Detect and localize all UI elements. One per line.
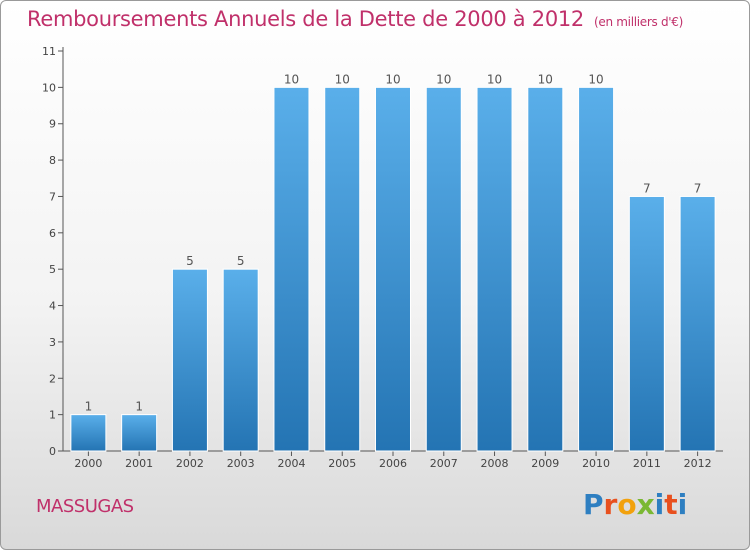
data-label: 10 — [385, 72, 400, 86]
y-tick-label: 3 — [49, 336, 56, 349]
logo-letter: i — [654, 488, 665, 521]
x-tick-label: 2008 — [481, 457, 509, 470]
data-label: 5 — [186, 254, 194, 268]
bar — [527, 86, 564, 452]
bar — [425, 86, 462, 452]
y-tick-label: 2 — [49, 372, 56, 385]
y-tick-label: 6 — [49, 227, 56, 240]
data-label: 10 — [335, 72, 350, 86]
bar — [273, 86, 310, 452]
x-tick-label: 2000 — [74, 457, 102, 470]
data-label: 10 — [588, 72, 603, 86]
data-label: 10 — [436, 72, 451, 86]
x-tick-label: 2011 — [633, 457, 661, 470]
logo-letter: i — [677, 488, 688, 521]
data-label: 10 — [487, 72, 502, 86]
bar — [324, 86, 361, 452]
bar — [578, 86, 615, 452]
logo-letter: t — [664, 488, 678, 521]
y-tick-label: 7 — [49, 190, 56, 203]
x-axis: 2000 2001 2002 2003 2004 2005 2006 2007 2008 2009… — [63, 450, 723, 470]
bar — [70, 414, 107, 452]
y-tick-label: 1 — [49, 409, 56, 422]
city-name: MASSUGAS — [36, 496, 134, 517]
y-tick-label: 10 — [42, 81, 56, 94]
bars — [70, 86, 716, 452]
x-tick-label: 2010 — [582, 457, 610, 470]
y-tick-label: 9 — [49, 118, 56, 131]
logo-letter: r — [603, 488, 618, 521]
bar — [628, 195, 665, 452]
y-tick-label: 8 — [49, 154, 56, 167]
data-label: 1 — [85, 400, 93, 414]
data-label: 7 — [643, 181, 651, 195]
logo-letter: P — [583, 488, 604, 521]
x-tick-label: 2003 — [227, 457, 255, 470]
proxiti-logo: Proxiti — [583, 488, 687, 521]
data-label: 10 — [284, 72, 299, 86]
x-tick-label: 2012 — [684, 457, 712, 470]
bar — [171, 268, 208, 452]
x-tick-label: 2007 — [430, 457, 458, 470]
x-tick-label: 2005 — [328, 457, 356, 470]
x-tick-label: 2001 — [125, 457, 153, 470]
x-tick-label: 2002 — [176, 457, 204, 470]
y-tick-label: 4 — [49, 300, 56, 313]
bar — [222, 268, 259, 452]
chart-title-text: Remboursements Annuels de la Dette de 20… — [27, 7, 584, 31]
data-label: 7 — [694, 181, 702, 195]
value-labels: 1 1 5 5 10 10 10 10 10 10 10 7 7 — [85, 72, 702, 413]
chart-title: Remboursements Annuels de la Dette de 20… — [27, 7, 683, 31]
bar — [121, 414, 158, 452]
x-tick-label: 2004 — [277, 457, 305, 470]
x-tick-label: 2009 — [531, 457, 559, 470]
y-tick-label: 5 — [49, 263, 56, 276]
logo-letter: x — [636, 488, 655, 521]
y-axis: 0 1 2 3 4 5 6 7 8 9 10 11 — [42, 45, 64, 458]
logo-letter: o — [617, 488, 637, 521]
x-tick-label: 2006 — [379, 457, 407, 470]
bar — [375, 86, 411, 452]
data-label: 1 — [135, 400, 143, 414]
y-tick-label: 11 — [42, 45, 56, 58]
bar — [476, 86, 513, 452]
data-label: 10 — [538, 72, 553, 86]
bar — [679, 195, 716, 452]
data-label: 5 — [237, 254, 245, 268]
y-tick-label: 0 — [49, 445, 56, 458]
chart-subtitle: (en milliers d'€) — [594, 15, 684, 29]
